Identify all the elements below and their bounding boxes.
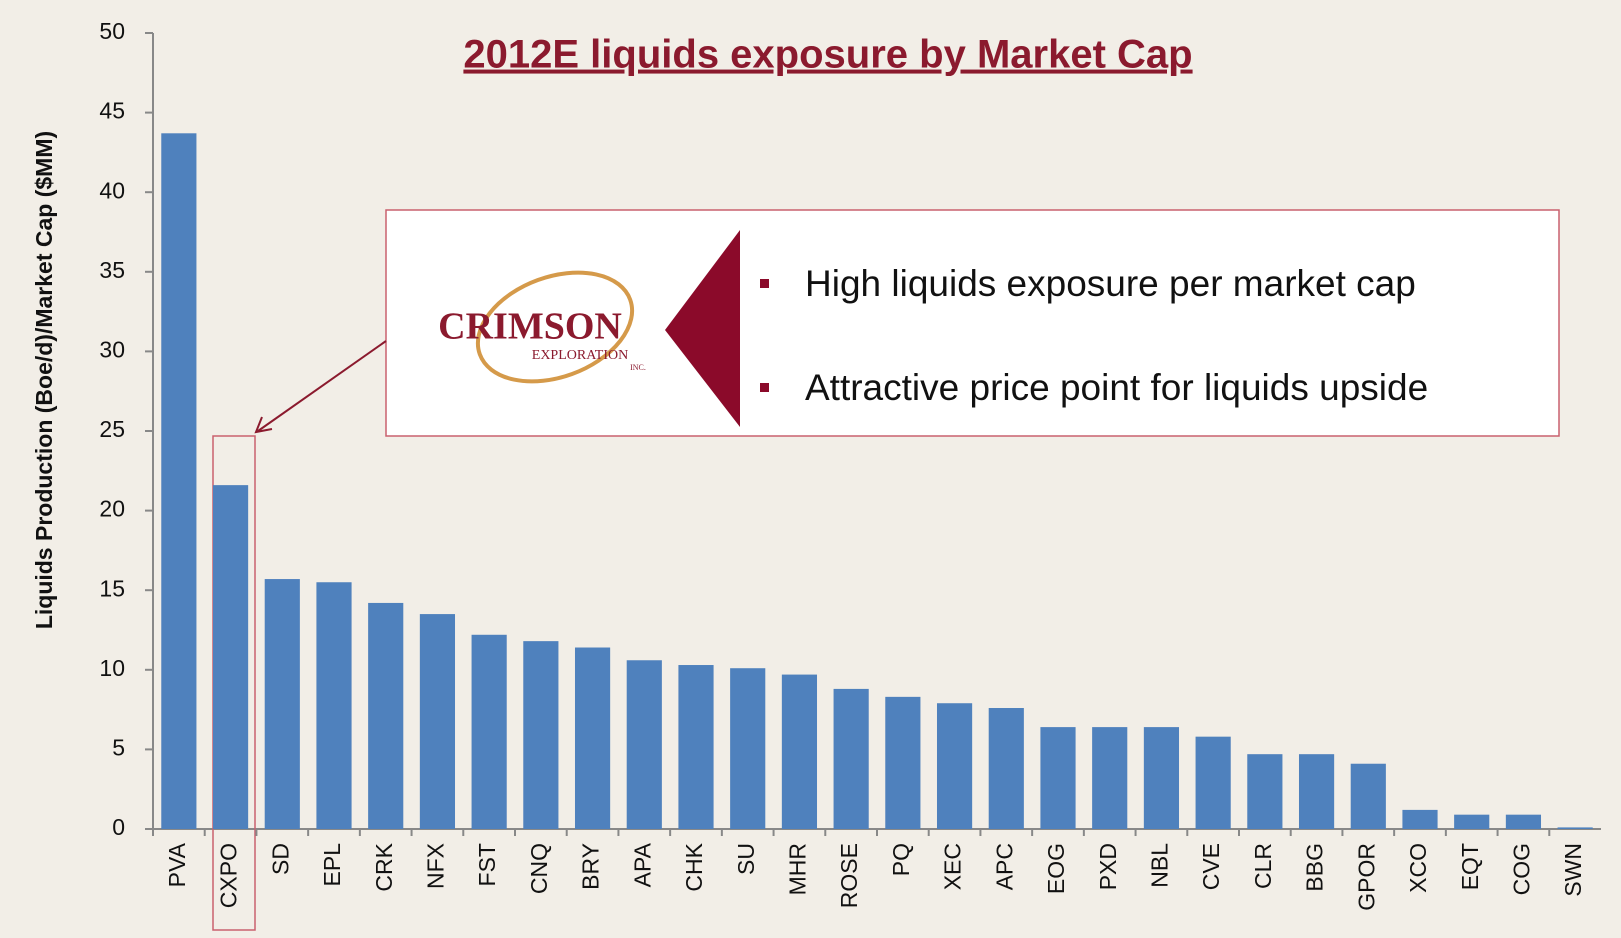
bar (523, 641, 559, 829)
logo-swoosh (475, 270, 635, 384)
bar (1402, 809, 1438, 829)
bar (1557, 827, 1593, 829)
x-tick-label: GPOR (1353, 843, 1379, 911)
x-tick-label: SD (267, 843, 293, 875)
x-tick-label: NFX (423, 843, 449, 889)
y-tick-label: 50 (99, 18, 125, 44)
bar (1298, 754, 1335, 829)
bar (212, 485, 249, 829)
x-tick-label: PQ (888, 843, 914, 876)
bar (1040, 727, 1076, 829)
x-tick-label: SWN (1560, 843, 1586, 897)
x-tick-label: CLR (1250, 843, 1276, 889)
x-tick-label: XEC (940, 843, 966, 890)
callout-pointer (665, 230, 740, 427)
logo-name: CRIMSON (438, 306, 622, 348)
bullet-text: Attractive price point for liquids upsid… (805, 367, 1428, 408)
y-tick-label: 25 (99, 416, 125, 442)
x-tick-label: CNQ (526, 843, 552, 894)
x-tick-label: MHR (785, 843, 811, 895)
x-tick-label: PXD (1095, 843, 1121, 890)
bar (574, 647, 611, 829)
bar (988, 708, 1024, 829)
bar (730, 668, 766, 829)
y-tick-label: 0 (112, 814, 125, 840)
y-tick-label: 15 (99, 575, 125, 601)
bar (471, 634, 507, 829)
bar (1247, 754, 1283, 829)
bar (781, 674, 818, 829)
x-tick-label: EQT (1457, 843, 1483, 890)
bar (1350, 763, 1386, 829)
bullet-text: High liquids exposure per market cap (805, 263, 1416, 304)
y-tick-label: 10 (99, 655, 125, 681)
bullet-marker (760, 279, 769, 288)
x-tick-label: PVA (164, 842, 190, 887)
x-tick-label: SU (733, 843, 759, 875)
x-tick-label: COG (1509, 843, 1535, 895)
x-tick-label: CXPO (216, 843, 242, 908)
callout-arrow (257, 340, 387, 432)
bar (419, 614, 456, 829)
x-tick-label: APA (629, 842, 655, 887)
y-tick-label: 30 (99, 336, 125, 362)
logo-inc: INC. (630, 363, 646, 372)
logo-sub: EXPLORATION (532, 348, 628, 363)
x-tick-label: CHK (681, 842, 707, 891)
bar (1143, 727, 1180, 829)
bar (264, 579, 300, 829)
bar (316, 582, 352, 829)
y-tick-label: 35 (99, 257, 125, 283)
x-tick-label: ROSE (836, 843, 862, 908)
chart-title: 2012E liquids exposure by Market Cap (463, 33, 1192, 77)
y-tick-label: 20 (99, 496, 125, 522)
x-tick-label: BRY (578, 843, 604, 890)
bar (678, 665, 714, 829)
x-tick-label: XCO (1405, 843, 1431, 893)
bar (936, 703, 973, 829)
x-tick-label: BBG (1302, 843, 1328, 892)
x-tick-label: APC (991, 843, 1017, 890)
x-tick-label: FST (474, 843, 500, 886)
y-tick-label: 40 (99, 177, 125, 203)
x-tick-label: EPL (319, 843, 345, 887)
y-tick-label: 45 (99, 98, 125, 124)
bullet-marker (760, 383, 769, 392)
bar (1092, 727, 1128, 829)
bar (368, 602, 404, 829)
y-axis-label: Liquids Production (Boe/d)/Market Cap ($… (31, 131, 57, 629)
callout-box (385, 209, 1560, 437)
x-tick-label: EOG (1043, 843, 1069, 894)
x-tick-label: NBL (1147, 843, 1173, 888)
bar (626, 660, 662, 829)
bar (161, 133, 197, 829)
bar (1454, 814, 1490, 829)
bar (885, 696, 921, 829)
y-tick-label: 5 (112, 734, 125, 760)
x-tick-label: CVE (1198, 843, 1224, 890)
bar (1195, 736, 1231, 829)
x-tick-label: CRK (371, 842, 397, 891)
bar (1505, 814, 1542, 829)
arrow-head (254, 416, 273, 434)
bar (833, 688, 869, 829)
